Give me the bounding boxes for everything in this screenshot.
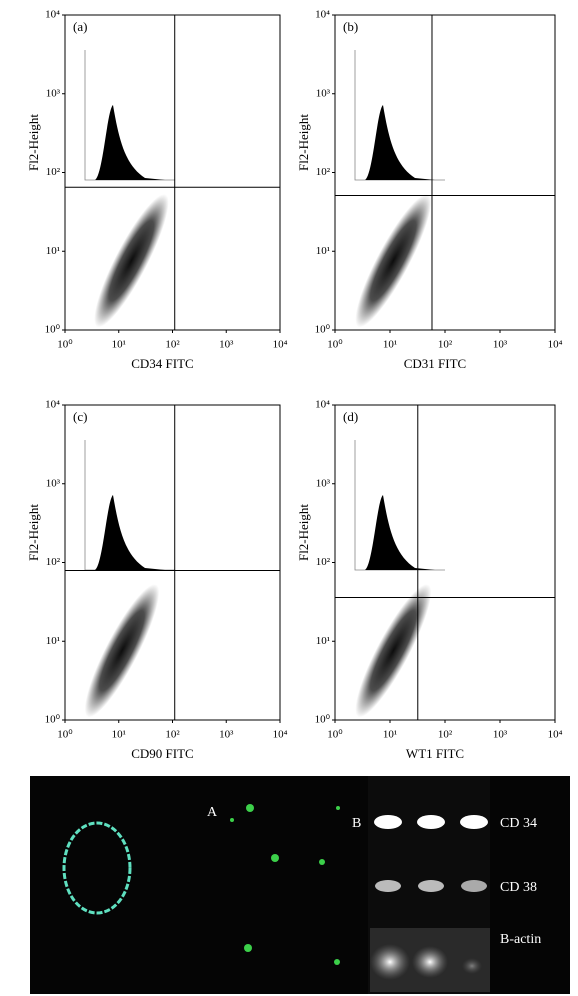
y-tick-label: 10³ bbox=[46, 87, 61, 99]
inset-axes bbox=[354, 440, 445, 571]
y-axis-label: Fl2-Height bbox=[26, 114, 41, 171]
y-tick-label: 10³ bbox=[316, 477, 331, 489]
inset-histogram bbox=[95, 495, 165, 570]
y-axis-label: Fl2-Height bbox=[296, 504, 311, 561]
x-tick-label: 10¹ bbox=[112, 729, 126, 741]
cell-ring bbox=[62, 821, 132, 915]
y-axis-label: Fl2-Height bbox=[296, 114, 311, 171]
y-tick-label: 10² bbox=[46, 556, 61, 568]
y-axis-label: Fl2-Height bbox=[26, 504, 41, 561]
band-label: CD 38 bbox=[500, 880, 537, 895]
gel-band bbox=[412, 946, 448, 978]
panel-label: B bbox=[352, 816, 361, 831]
band-label: B-actin bbox=[500, 932, 541, 947]
y-tick-label: 10⁴ bbox=[45, 399, 60, 411]
x-axis-label: WT1 FITC bbox=[406, 746, 464, 761]
x-tick-label: 10³ bbox=[219, 729, 234, 741]
x-tick-label: 10⁴ bbox=[273, 729, 288, 741]
scatter-panel: 10⁰ 10¹ 10² 10³ 10⁴ 10⁰ 10¹ 10² 10³ 10⁴ (a) CD34 FI… bbox=[26, 9, 288, 371]
x-tick-label: 10² bbox=[165, 339, 180, 351]
gel-band bbox=[370, 944, 410, 980]
event-cloud bbox=[94, 194, 169, 328]
inset-histogram bbox=[365, 495, 435, 570]
x-tick-label: 10⁴ bbox=[548, 729, 563, 741]
x-axis-label: CD90 FITC bbox=[131, 746, 193, 761]
y-tick-label: 10³ bbox=[46, 477, 61, 489]
gel-band bbox=[462, 958, 482, 974]
scatter-panel: 10⁰ 10¹ 10² 10³ 10⁴ 10⁰ 10¹ 10² 10³ 10⁴ (b) CD31 FI… bbox=[296, 9, 563, 371]
panel-label: (d) bbox=[343, 409, 358, 424]
y-tick-label: 10¹ bbox=[316, 635, 330, 647]
x-tick-label: 10¹ bbox=[112, 339, 126, 351]
panel-label: A bbox=[207, 805, 218, 820]
inset-histogram bbox=[95, 105, 165, 180]
gel-band bbox=[375, 880, 401, 892]
x-tick-label: 10³ bbox=[493, 339, 508, 351]
plot-frame bbox=[64, 14, 281, 331]
y-tick-label: 10⁰ bbox=[45, 324, 61, 336]
gel-band bbox=[374, 815, 402, 829]
x-tick-label: 10³ bbox=[493, 729, 508, 741]
fluorescent-spots bbox=[230, 804, 340, 965]
inset-axes bbox=[84, 440, 175, 571]
x-axis-label: CD34 FITC bbox=[131, 356, 193, 371]
y-tick-label: 10¹ bbox=[46, 635, 60, 647]
x-tick-label: 10⁴ bbox=[273, 339, 288, 351]
gel-band bbox=[417, 815, 445, 829]
scatter-panel: 10⁰ 10¹ 10² 10³ 10⁴ 10⁰ 10¹ 10² 10³ 10⁴ (d) WT1 FIT… bbox=[296, 399, 563, 761]
y-tick-label: 10¹ bbox=[316, 245, 330, 257]
x-tick-label: 10² bbox=[438, 339, 453, 351]
inset-histogram bbox=[365, 105, 435, 180]
event-cloud bbox=[355, 194, 432, 328]
scatter-panel: 10⁰ 10¹ 10² 10³ 10⁴ 10⁰ 10¹ 10² 10³ 10⁴ (c) CD90 FI… bbox=[26, 399, 288, 761]
y-tick-label: 10⁰ bbox=[45, 714, 61, 726]
x-tick-label: 10³ bbox=[219, 339, 234, 351]
y-tick-label: 10¹ bbox=[46, 245, 60, 257]
gel-band bbox=[418, 880, 444, 892]
event-cloud bbox=[355, 584, 432, 718]
x-tick-label: 10¹ bbox=[383, 729, 397, 741]
y-tick-label: 10³ bbox=[316, 87, 331, 99]
gel-band bbox=[461, 880, 487, 892]
image-panel: A B CD 34 CD 38 B-actin bbox=[30, 776, 570, 994]
x-tick-label: 10² bbox=[165, 729, 180, 741]
inset-axes bbox=[84, 50, 175, 181]
x-tick-label: 10¹ bbox=[383, 339, 397, 351]
gel-band bbox=[460, 815, 488, 829]
x-tick-label: 10⁰ bbox=[57, 339, 73, 351]
y-tick-label: 10⁰ bbox=[315, 324, 331, 336]
x-tick-label: 10⁰ bbox=[327, 729, 343, 741]
y-tick-label: 10⁴ bbox=[315, 399, 330, 411]
y-tick-label: 10² bbox=[316, 556, 331, 568]
event-cloud bbox=[84, 584, 160, 718]
y-tick-label: 10⁴ bbox=[315, 9, 330, 21]
x-tick-label: 10⁰ bbox=[327, 339, 343, 351]
panel-label: (a) bbox=[73, 19, 87, 34]
y-tick-label: 10⁴ bbox=[45, 9, 60, 21]
panel-label: (c) bbox=[73, 409, 87, 424]
panel-label: (b) bbox=[343, 19, 358, 34]
band-label: CD 34 bbox=[500, 816, 537, 831]
y-tick-label: 10² bbox=[316, 166, 331, 178]
x-tick-label: 10⁰ bbox=[57, 729, 73, 741]
y-tick-label: 10⁰ bbox=[315, 714, 331, 726]
x-tick-label: 10² bbox=[438, 729, 453, 741]
x-axis-label: CD31 FITC bbox=[404, 356, 466, 371]
y-tick-label: 10² bbox=[46, 166, 61, 178]
x-tick-label: 10⁴ bbox=[548, 339, 563, 351]
